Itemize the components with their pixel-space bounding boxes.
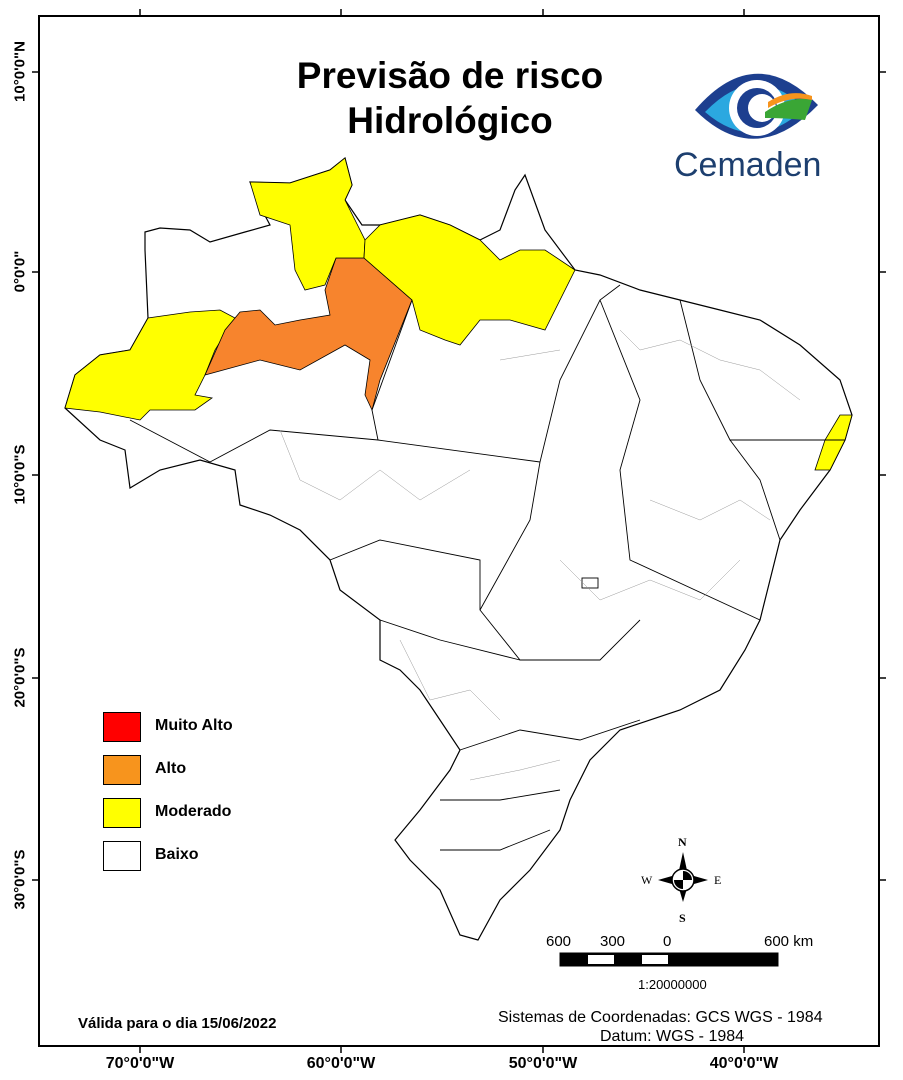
- map-title-line1: Previsão de risco: [296, 55, 604, 96]
- compass-s: S: [679, 911, 686, 925]
- compass-n: N: [678, 835, 687, 849]
- scale-ratio: 1:20000000: [638, 977, 707, 992]
- legend-label-muito-alto: Muito Alto: [155, 717, 233, 734]
- basin-borders: [279, 329, 801, 781]
- scale-bar: [559, 952, 779, 967]
- legend-label-moderado: Moderado: [155, 803, 232, 820]
- region-moderado-west: [64, 309, 236, 421]
- lat-label-30s: 30°0'0"S: [11, 849, 29, 910]
- validity-date: Válida para o dia 15/06/2022: [78, 1015, 277, 1032]
- region-moderado-para: [363, 214, 576, 346]
- datum: Datum: WGS - 1984: [600, 1028, 745, 1045]
- lon-label-70w: 70°0'0"W: [105, 1055, 175, 1072]
- lat-label-10n: 10°0'0"N: [11, 41, 29, 102]
- lon-label-60w: 60°0'0"W: [306, 1055, 376, 1072]
- legend-swatch-baixo: [103, 841, 141, 871]
- legend-swatch-alto: [103, 755, 141, 785]
- lon-label-50w: 50°0'0"W: [508, 1055, 578, 1072]
- logo-text: Cemaden: [674, 146, 822, 184]
- lat-label-10s: 10°0'0"S: [11, 444, 29, 505]
- legend-swatch-moderado: [103, 798, 141, 828]
- cemaden-logo: [695, 73, 818, 139]
- lat-label-20s: 20°0'0"S: [11, 647, 29, 708]
- compass-w: W: [641, 873, 653, 887]
- scale-label-600km: 600 km: [764, 933, 814, 950]
- scale-label-300: 300: [600, 933, 626, 950]
- scale-label-600: 600: [546, 933, 572, 950]
- state-borders: [129, 284, 845, 851]
- compass-rose-icon: [658, 852, 708, 902]
- compass-e: E: [714, 873, 722, 887]
- lon-label-40w: 40°0'0"W: [709, 1055, 779, 1072]
- map-frame: [38, 15, 880, 1047]
- graticule-ticks: [32, 9, 886, 1053]
- map-title-line2: Hidrológico: [347, 100, 553, 141]
- lat-label-0: 0°0'0": [11, 250, 29, 293]
- coord-system: Sistemas de Coordenadas: GCS WGS - 1984: [498, 1009, 823, 1026]
- legend-swatch-muito-alto: [103, 712, 141, 742]
- legend-label-baixo: Baixo: [155, 846, 199, 863]
- scale-label-0: 0: [663, 933, 672, 950]
- legend-label-alto: Alto: [155, 760, 187, 777]
